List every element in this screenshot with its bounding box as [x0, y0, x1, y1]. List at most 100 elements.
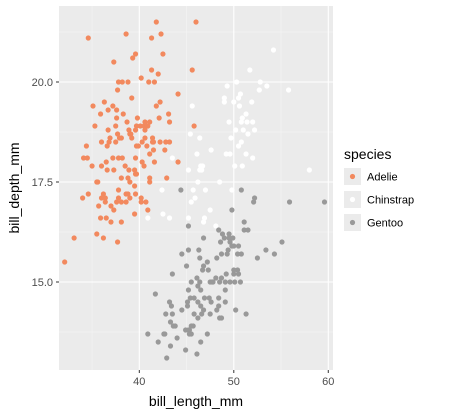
point-gentoo	[231, 267, 237, 273]
point-adelie	[120, 111, 126, 117]
point-gentoo	[222, 279, 228, 285]
point-adelie	[113, 139, 119, 145]
point-adelie	[164, 175, 170, 181]
point-chinstrap	[233, 127, 239, 133]
point-adelie	[137, 123, 143, 129]
point-chinstrap	[243, 111, 249, 117]
point-adelie	[153, 19, 159, 25]
point-adelie	[143, 199, 149, 205]
point-gentoo	[254, 255, 261, 261]
point-gentoo	[190, 323, 196, 329]
point-adelie	[138, 195, 144, 201]
point-adelie	[111, 207, 117, 213]
point-adelie	[85, 191, 91, 197]
point-chinstrap	[264, 83, 270, 89]
point-chinstrap	[240, 127, 246, 133]
point-gentoo	[198, 287, 204, 293]
point-adelie	[126, 167, 132, 173]
point-chinstrap	[195, 179, 201, 185]
point-adelie	[102, 195, 108, 201]
point-gentoo	[172, 323, 178, 329]
point-adelie	[71, 235, 77, 241]
point-adelie	[114, 199, 120, 205]
point-adelie	[98, 163, 105, 169]
point-adelie	[151, 79, 158, 85]
point-adelie	[191, 123, 197, 129]
point-adelie	[102, 199, 108, 205]
point-gentoo	[194, 351, 200, 357]
point-gentoo	[216, 227, 222, 233]
point-adelie	[110, 155, 116, 161]
point-adelie	[108, 219, 114, 225]
point-gentoo	[195, 299, 201, 305]
point-chinstrap	[224, 83, 230, 89]
point-gentoo	[207, 311, 213, 317]
point-adelie	[96, 203, 102, 209]
legend-marker-adelie	[349, 173, 356, 180]
point-chinstrap	[207, 207, 213, 213]
point-adelie	[129, 95, 135, 101]
point-chinstrap	[199, 167, 205, 173]
point-adelie	[160, 51, 166, 57]
point-gentoo	[208, 299, 214, 305]
point-adelie	[103, 215, 109, 221]
point-adelie	[111, 167, 117, 173]
point-adelie	[150, 147, 157, 153]
point-adelie	[90, 103, 96, 109]
point-chinstrap	[235, 95, 242, 101]
point-gentoo	[167, 319, 174, 325]
legend-label-gentoo: Gentoo	[367, 218, 403, 230]
point-adelie	[110, 103, 116, 109]
point-adelie	[106, 139, 112, 145]
point-adelie	[115, 187, 122, 193]
point-gentoo	[145, 331, 151, 337]
point-adelie	[131, 211, 138, 217]
point-adelie	[130, 55, 136, 61]
point-gentoo	[233, 307, 239, 313]
point-adelie	[132, 191, 139, 197]
point-gentoo	[178, 187, 184, 193]
point-chinstrap	[208, 147, 214, 153]
point-gentoo	[227, 279, 233, 285]
x-tick-label: 60	[322, 376, 334, 388]
point-adelie	[142, 135, 148, 141]
point-gentoo	[185, 287, 192, 293]
point-gentoo	[198, 303, 204, 309]
point-gentoo	[217, 239, 224, 245]
point-adelie	[108, 203, 114, 209]
plot-panel	[59, 6, 333, 370]
point-gentoo	[232, 279, 238, 285]
point-adelie	[115, 79, 122, 85]
point-adelie	[123, 199, 129, 205]
point-gentoo	[218, 251, 225, 257]
point-adelie	[92, 123, 98, 129]
point-adelie	[146, 79, 152, 85]
point-chinstrap	[257, 79, 263, 85]
point-adelie	[145, 123, 151, 129]
legend-marker-chinstrap	[349, 196, 356, 203]
point-gentoo	[188, 279, 194, 285]
point-gentoo	[218, 315, 225, 321]
point-gentoo	[219, 231, 226, 237]
point-adelie	[127, 195, 133, 201]
point-chinstrap	[239, 115, 245, 121]
point-gentoo	[204, 259, 210, 265]
point-chinstrap	[249, 99, 255, 105]
point-chinstrap	[244, 119, 250, 125]
point-adelie	[125, 191, 131, 197]
point-gentoo	[225, 247, 231, 253]
point-adelie	[148, 67, 155, 73]
points-layer	[62, 19, 328, 361]
point-adelie	[147, 151, 153, 157]
point-gentoo	[226, 235, 232, 241]
point-gentoo	[188, 331, 194, 337]
point-chinstrap	[169, 155, 175, 161]
point-adelie	[127, 179, 133, 185]
point-adelie	[105, 127, 111, 133]
point-gentoo	[210, 279, 216, 285]
point-adelie	[166, 139, 173, 145]
y-tick-label: 20.0	[32, 77, 53, 89]
point-adelie	[98, 139, 105, 145]
point-gentoo	[222, 287, 228, 293]
